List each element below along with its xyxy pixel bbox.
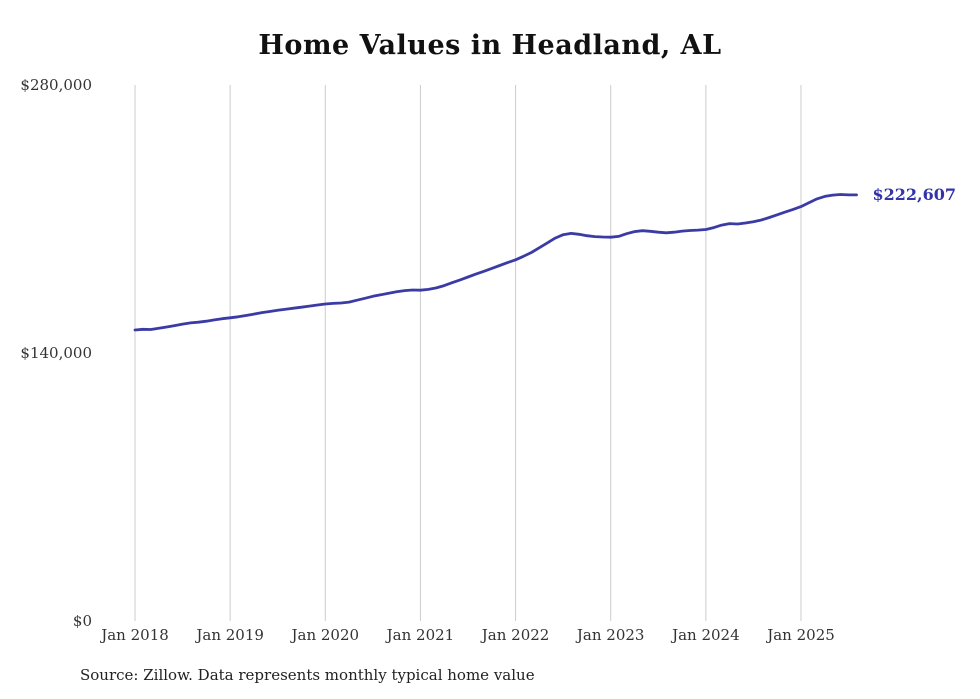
x-tick-label: Jan 2021: [385, 626, 455, 644]
x-tick-label: Jan 2019: [194, 626, 264, 644]
end-value-label: $222,607: [873, 185, 957, 204]
chart-title: Home Values in Headland, AL: [258, 30, 722, 61]
value-line: [133, 193, 858, 332]
y-tick-label: $140,000: [20, 344, 92, 362]
x-tick-label: Jan 2022: [480, 626, 550, 644]
source-note: Source: Zillow. Data represents monthly …: [80, 666, 535, 684]
x-tick-label: Jan 2024: [670, 626, 740, 644]
x-tick-label: Jan 2025: [765, 626, 835, 644]
y-tick-label: $0: [73, 612, 92, 630]
x-tick-label: Jan 2018: [99, 626, 169, 644]
x-tick-label: Jan 2023: [575, 626, 645, 644]
y-tick-label: $280,000: [20, 76, 92, 94]
x-tick-label: Jan 2020: [290, 626, 360, 644]
